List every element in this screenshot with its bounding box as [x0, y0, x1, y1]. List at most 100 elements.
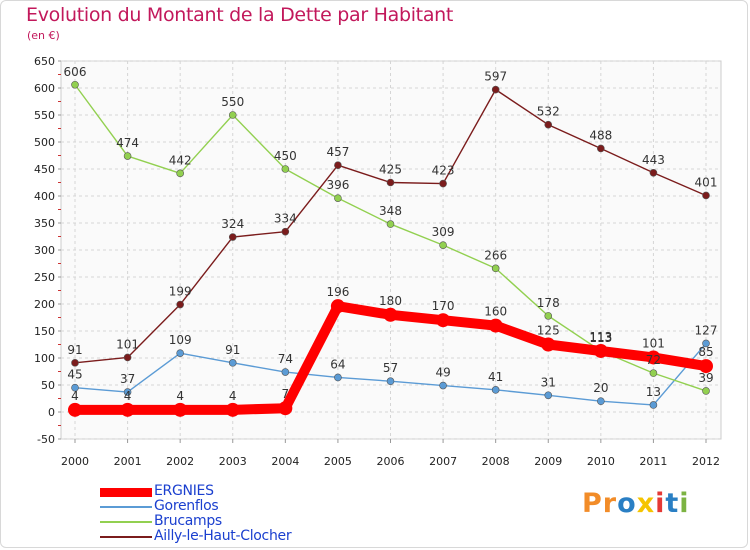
data-label-gorenflos: 37: [120, 372, 135, 386]
data-label-ailly-le-haut-clocher: 488: [589, 128, 612, 142]
legend-label: ERGNIES: [154, 483, 214, 499]
data-label-ergnies: 101: [642, 336, 665, 350]
x-tick-label: 2006: [377, 455, 405, 468]
data-point-gorenflos: [386, 377, 395, 386]
y-tick-label: -50: [37, 433, 55, 446]
data-label-ergnies: 125: [537, 324, 560, 338]
data-point-ergnies: [330, 299, 345, 314]
data-point-ergnies: [173, 402, 188, 417]
data-point-ailly-le-haut-clocher: [123, 353, 132, 362]
x-tick-label: 2004: [271, 455, 299, 468]
data-label-ergnies: 4: [124, 389, 132, 403]
data-label-gorenflos: 41: [488, 370, 503, 384]
data-label-ailly-le-haut-clocher: 91: [67, 343, 82, 357]
legend-label: Ailly-le-Haut-Clocher: [154, 528, 292, 544]
data-point-brucamps: [71, 80, 79, 89]
data-label-brucamps: 450: [274, 149, 297, 163]
data-point-gorenflos: [334, 373, 342, 382]
data-label-ergnies: 180: [379, 294, 402, 308]
data-label-ailly-le-haut-clocher: 199: [169, 285, 192, 299]
data-label-ailly-le-haut-clocher: 597: [484, 70, 507, 84]
x-tick-label: 2003: [219, 455, 247, 468]
data-label-gorenflos: 31: [541, 375, 556, 389]
logo-letter: r: [602, 488, 618, 519]
data-point-ailly-le-haut-clocher: [439, 179, 447, 188]
data-point-ergnies: [646, 350, 661, 365]
x-tick-label: 2005: [324, 455, 352, 468]
y-tick-label: 100: [34, 352, 55, 365]
y-tick-label: 550: [34, 109, 55, 122]
x-tick-label: 2001: [114, 455, 142, 468]
data-label-ailly-le-haut-clocher: 324: [221, 217, 244, 231]
data-point-ailly-le-haut-clocher: [544, 120, 553, 129]
data-point-brucamps: [123, 152, 132, 160]
data-point-ailly-le-haut-clocher: [228, 233, 237, 241]
data-point-gorenflos: [491, 386, 500, 394]
data-label-brucamps: 309: [432, 225, 455, 239]
data-point-ailly-le-haut-clocher: [176, 300, 184, 309]
x-tick-label: 2012: [692, 455, 720, 468]
data-label-gorenflos: 20: [593, 381, 608, 395]
y-tick-label: 300: [34, 244, 55, 257]
data-point-gorenflos: [71, 383, 79, 392]
data-point-ailly-le-haut-clocher: [491, 85, 500, 94]
chart-title: Evolution du Montant de la Dette par Hab…: [26, 4, 454, 26]
y-tick-label: 50: [41, 379, 55, 392]
legend-swatch: [100, 488, 152, 497]
data-label-brucamps: 474: [116, 136, 139, 150]
data-label-gorenflos: 45: [67, 368, 82, 382]
y-tick-label: 200: [34, 298, 55, 311]
data-point-ailly-le-haut-clocher: [334, 161, 342, 170]
data-label-gorenflos: 127: [695, 323, 718, 337]
y-tick-label: 0: [48, 406, 55, 419]
data-label-brucamps: 178: [537, 296, 560, 310]
data-label-ergnies: 85: [698, 345, 713, 359]
data-label-ailly-le-haut-clocher: 532: [537, 105, 560, 119]
data-point-ailly-le-haut-clocher: [597, 144, 605, 153]
data-label-ergnies: 160: [484, 305, 507, 319]
x-tick-label: 2011: [639, 455, 667, 468]
x-tick-label: 2009: [534, 455, 562, 468]
data-point-ailly-le-haut-clocher: [281, 227, 290, 236]
data-label-ailly-le-haut-clocher: 334: [274, 212, 297, 226]
data-label-brucamps: 606: [64, 65, 87, 79]
data-label-brucamps: 396: [326, 178, 349, 192]
data-point-ergnies: [225, 402, 240, 417]
x-tick-label: 2010: [587, 455, 615, 468]
data-point-gorenflos: [702, 339, 710, 348]
data-label-ergnies: 4: [176, 389, 184, 403]
data-label-brucamps: 550: [221, 95, 244, 109]
data-point-brucamps: [281, 165, 290, 173]
y-tick-label: 600: [34, 82, 55, 95]
data-label-ergnies: 4: [229, 389, 237, 403]
data-label-ergnies: 4: [71, 389, 79, 403]
data-point-ergnies: [68, 402, 82, 417]
data-point-brucamps: [649, 369, 658, 377]
series: [68, 80, 713, 417]
x-tick-label: 2008: [482, 455, 510, 468]
logo-letter: t: [665, 488, 680, 519]
data-point-brucamps: [439, 241, 447, 249]
data-label-brucamps: 39: [698, 371, 713, 385]
data-point-brucamps: [176, 169, 184, 178]
data-point-ailly-le-haut-clocher: [71, 359, 79, 367]
data-point-ergnies: [278, 401, 293, 416]
data-label-brucamps: 442: [169, 153, 192, 167]
data-label-ergnies: 196: [326, 285, 349, 299]
x-tick-label: 2000: [61, 455, 89, 468]
data-label-brucamps: 72: [646, 353, 661, 367]
data-point-gorenflos: [281, 368, 290, 376]
data-point-ergnies: [488, 318, 503, 333]
y-tick-label: 500: [34, 136, 55, 149]
data-label-gorenflos: 13: [646, 385, 661, 399]
y-tick-label: 350: [34, 217, 55, 230]
data-point-brucamps: [702, 387, 710, 395]
data-point-ergnies: [120, 402, 135, 417]
data-label-ailly-le-haut-clocher: 401: [695, 175, 718, 189]
data-point-ergnies: [593, 343, 608, 358]
data-point-ailly-le-haut-clocher: [649, 168, 658, 177]
data-point-brucamps: [544, 312, 553, 320]
x-tick-label: 2007: [429, 455, 457, 468]
